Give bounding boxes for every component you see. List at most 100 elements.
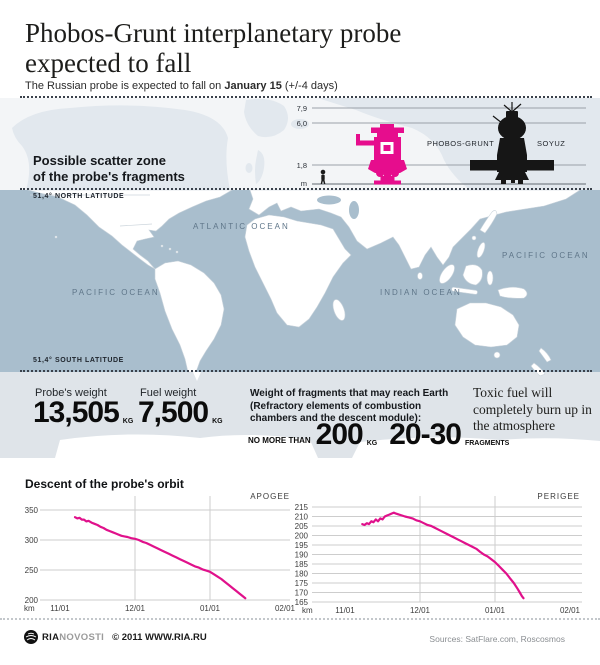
borneo (462, 264, 483, 286)
probe-weight-unit: KG (122, 418, 134, 425)
svg-text:180: 180 (295, 569, 309, 578)
scale-mark-6-0: 6,0 (296, 119, 307, 128)
fragments-row: NO MORE THAN 200 KG 20-30 FRAGMENTS (248, 418, 510, 451)
scale-mark-7-9: 7,9 (296, 104, 307, 113)
eurasia (248, 189, 582, 270)
svg-text:210: 210 (295, 512, 309, 521)
antarctica (55, 372, 600, 458)
fuel-weight-label: Fuel weight (140, 387, 197, 399)
africa (244, 214, 352, 328)
svg-text:165: 165 (295, 598, 309, 607)
ria-globe-icon (24, 630, 38, 644)
title-line-2: expected to fall (25, 48, 192, 78)
map-top-dotted-line (20, 96, 592, 98)
australia (454, 302, 520, 348)
sumatra (439, 264, 455, 284)
svg-text:190: 190 (295, 550, 309, 559)
soyuz-silhouette-icon (470, 102, 554, 184)
no-more-than-label: NO MORE THAN (248, 436, 311, 445)
caribbean-island (168, 247, 172, 251)
probe-weight-label: Probe's weight (35, 387, 107, 399)
north-latitude-label: 51,4° NORTH LATITUDE (33, 193, 125, 200)
probe-weight-value: 13,505 (33, 396, 120, 429)
south-latitude-line (20, 370, 592, 372)
fragments-count-value: 20-30 (389, 418, 462, 451)
caribbean-island (160, 244, 164, 248)
sulawesi (486, 270, 494, 286)
svg-text:12/01: 12/01 (125, 604, 146, 613)
fragments-count-unit: FRAGMENTS (464, 440, 510, 447)
phobos-grunt-label: PHOBOS-GRUNT (427, 139, 495, 148)
pacific-ocean-east-label: PACIFIC OCEAN (502, 251, 590, 260)
svg-text:02/01: 02/01 (275, 604, 296, 613)
scale-mark-m: m (300, 179, 307, 188)
fuel-weight-unit: KG (212, 418, 223, 425)
new-zealand-north (538, 347, 552, 363)
atlantic-ocean-label: ATLANTIC OCEAN (193, 222, 290, 231)
scatter-zone-label: Possible scatter zone of the probe's fra… (33, 153, 185, 185)
pacific-ocean-west-label: PACIFIC OCEAN (72, 288, 160, 297)
world-map (0, 98, 600, 458)
brand-ria: RIA (42, 631, 60, 643)
subtitle-prefix: The Russian probe is expected to fall on (25, 80, 225, 92)
scale-mark-1-8: 1,8 (296, 161, 307, 170)
madagascar (332, 299, 346, 321)
brand-novosti: NOVOSTI (59, 631, 105, 643)
taiwan (471, 235, 477, 241)
svg-text:200: 200 (25, 596, 39, 605)
title-line-1: Phobos-Grunt interplanetary probe (25, 18, 402, 48)
svg-text:km: km (302, 606, 313, 615)
fragments-heading: Weight of fragments that may reach Earth… (250, 388, 449, 424)
caspian-sea (349, 201, 359, 219)
svg-text:250: 250 (25, 566, 39, 575)
caribbean-island (175, 250, 179, 254)
charts-title: Descent of the probe's orbit (25, 477, 184, 491)
toxic-fuel-note: Toxic fuel will completely burn up in th… (473, 385, 592, 433)
svg-text:185: 185 (295, 560, 309, 569)
svg-text:km: km (24, 604, 35, 613)
svg-text:205: 205 (295, 522, 309, 531)
svg-text:01/01: 01/01 (485, 606, 506, 615)
fragments-weight-value: 200 (315, 418, 364, 451)
svg-text:11/01: 11/01 (50, 604, 70, 613)
north-latitude-line (20, 188, 592, 190)
svg-text:350: 350 (25, 506, 39, 515)
human-figure-icon (320, 169, 326, 184)
svg-text:170: 170 (295, 588, 309, 597)
hawaii (54, 235, 58, 239)
svg-text:195: 195 (295, 541, 309, 550)
south-latitude-label: 51,4° SOUTH LATITUDE (33, 357, 124, 364)
soyuz-label: SOYUZ (537, 139, 566, 148)
probe-weight-value-row: 13,505 KG (33, 396, 134, 429)
page-subtitle: The Russian probe is expected to fall on… (25, 80, 338, 92)
svg-text:12/01: 12/01 (410, 606, 431, 615)
scatter-zone-line1: Possible scatter zone (33, 153, 166, 168)
black-sea (317, 195, 341, 205)
svg-text:175: 175 (295, 579, 309, 588)
svg-text:200: 200 (295, 531, 309, 540)
java (451, 286, 478, 295)
country-borders (30, 194, 153, 227)
fuel-weight-value-row: 7,500 KG (138, 398, 223, 428)
japan (479, 210, 498, 234)
footer-brand: RIA NOVOSTI © 2011 WWW.RIA.RU (24, 630, 207, 644)
svg-text:APOGEE: APOGEE (250, 492, 290, 501)
svg-text:11/01: 11/01 (335, 606, 355, 615)
indian-ocean-label: INDIAN OCEAN (380, 288, 462, 297)
continents (27, 189, 582, 377)
subtitle-date: January 15 (224, 80, 282, 92)
footer-sources: Sources: SatFlare.com, Roscosmos (429, 634, 565, 644)
tasmania (493, 351, 501, 359)
new-zealand-south (530, 362, 546, 377)
footer-copyright: © 2011 WWW.RIA.RU (112, 631, 207, 643)
page-title: Phobos-Grunt interplanetary probe expect… (25, 18, 401, 78)
fragments-weight-unit: KG (366, 440, 378, 447)
svg-text:02/01: 02/01 (560, 606, 581, 615)
north-america (27, 189, 234, 270)
svg-text:215: 215 (295, 503, 309, 512)
svg-text:PERIGEE: PERIGEE (537, 492, 580, 501)
philippines (476, 242, 486, 258)
phobos-grunt-silhouette-icon (356, 124, 407, 185)
svg-text:01/01: 01/01 (200, 604, 221, 613)
